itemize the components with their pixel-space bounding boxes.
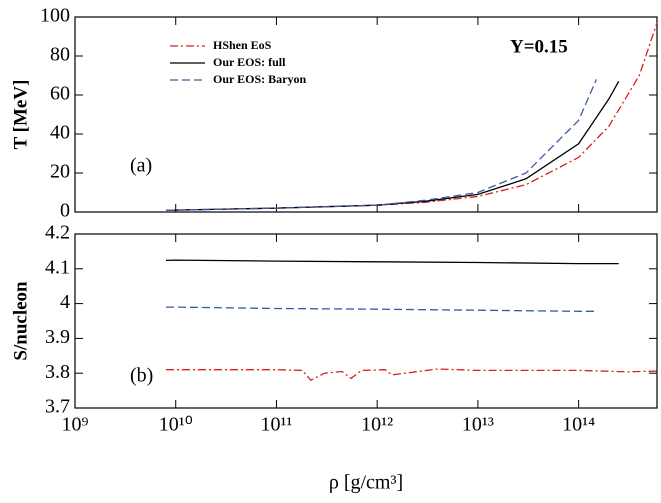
x-tick-label: 10¹²: [361, 414, 393, 436]
x-tick-label: 10¹⁰: [159, 414, 193, 436]
series-line: [165, 259, 619, 265]
legend-label: Our EOS: Baryon: [213, 72, 306, 86]
plot-frame: [74, 233, 658, 409]
y-axis-label: T [MeV]: [10, 80, 31, 150]
legend-label: HShen EoS: [213, 38, 272, 52]
y-tick-label: 80: [50, 44, 70, 66]
series-line: [166, 79, 597, 211]
y-axis-label: S/nucleon: [10, 281, 31, 361]
y-tick-label: 3.7: [45, 396, 70, 418]
y-tick-label: 3.8: [45, 361, 70, 383]
plot-frame: [74, 16, 658, 213]
series-line: [166, 368, 658, 382]
x-tick-label: 10¹³: [462, 414, 494, 436]
annotation: (a): [130, 155, 152, 177]
legend-label: Our EOS: full: [213, 55, 286, 69]
x-axis-label: ρ [g/cm³]: [329, 472, 403, 494]
series-line: [166, 80, 620, 211]
y-tick-label: 20: [50, 161, 70, 183]
y-tick-label: 40: [50, 122, 70, 144]
x-tick-label: 10⁹: [62, 414, 89, 436]
y-tick-label: 3.9: [45, 326, 70, 348]
series-line: [166, 306, 597, 312]
x-tick-label: 10¹¹: [260, 414, 292, 436]
y-tick-label: 4.2: [45, 222, 70, 244]
y-tick-label: 0: [60, 200, 70, 222]
y-tick-label: 4.1: [45, 256, 70, 278]
annotation: Y=0.15: [510, 36, 568, 57]
y-tick-label: 100: [40, 5, 70, 27]
x-tick-label: 10¹⁴: [562, 414, 595, 436]
y-tick-label: 60: [50, 83, 70, 105]
annotation: (b): [130, 365, 153, 387]
y-tick-label: 4: [60, 291, 70, 313]
